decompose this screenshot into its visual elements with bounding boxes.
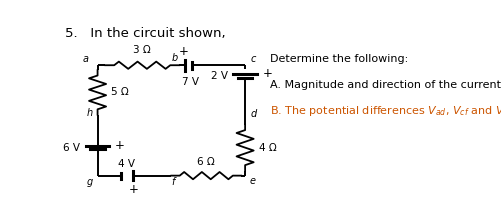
Text: f: f	[171, 177, 175, 187]
Text: 4 V: 4 V	[118, 159, 135, 169]
Text: +: +	[115, 139, 125, 152]
Text: 4 Ω: 4 Ω	[259, 143, 277, 153]
Text: +: +	[263, 67, 273, 80]
Text: +: +	[179, 45, 189, 58]
Text: +: +	[129, 183, 139, 196]
Text: e: e	[250, 177, 256, 186]
Text: B. The potential differences $V_{ad}$, $V_{cf}$ and $V_{he}$: B. The potential differences $V_{ad}$, $…	[271, 104, 501, 118]
Text: 2 V: 2 V	[210, 71, 227, 81]
Text: c: c	[251, 54, 257, 64]
Text: 7 V: 7 V	[182, 77, 199, 88]
Text: 5.   In the circuit shown,: 5. In the circuit shown,	[65, 27, 225, 40]
Text: b: b	[172, 53, 178, 63]
Text: 6 V: 6 V	[63, 143, 80, 153]
Text: 5 Ω: 5 Ω	[111, 87, 129, 97]
Text: g: g	[87, 177, 93, 187]
Text: a: a	[83, 54, 89, 64]
Text: h: h	[87, 108, 93, 118]
Text: 3 Ω: 3 Ω	[133, 45, 151, 55]
Text: A. Magnitude and direction of the current: A. Magnitude and direction of the curren…	[271, 80, 501, 90]
Text: d: d	[250, 109, 257, 119]
Text: Determine the following:: Determine the following:	[271, 54, 409, 64]
Text: 6 Ω: 6 Ω	[197, 157, 215, 166]
